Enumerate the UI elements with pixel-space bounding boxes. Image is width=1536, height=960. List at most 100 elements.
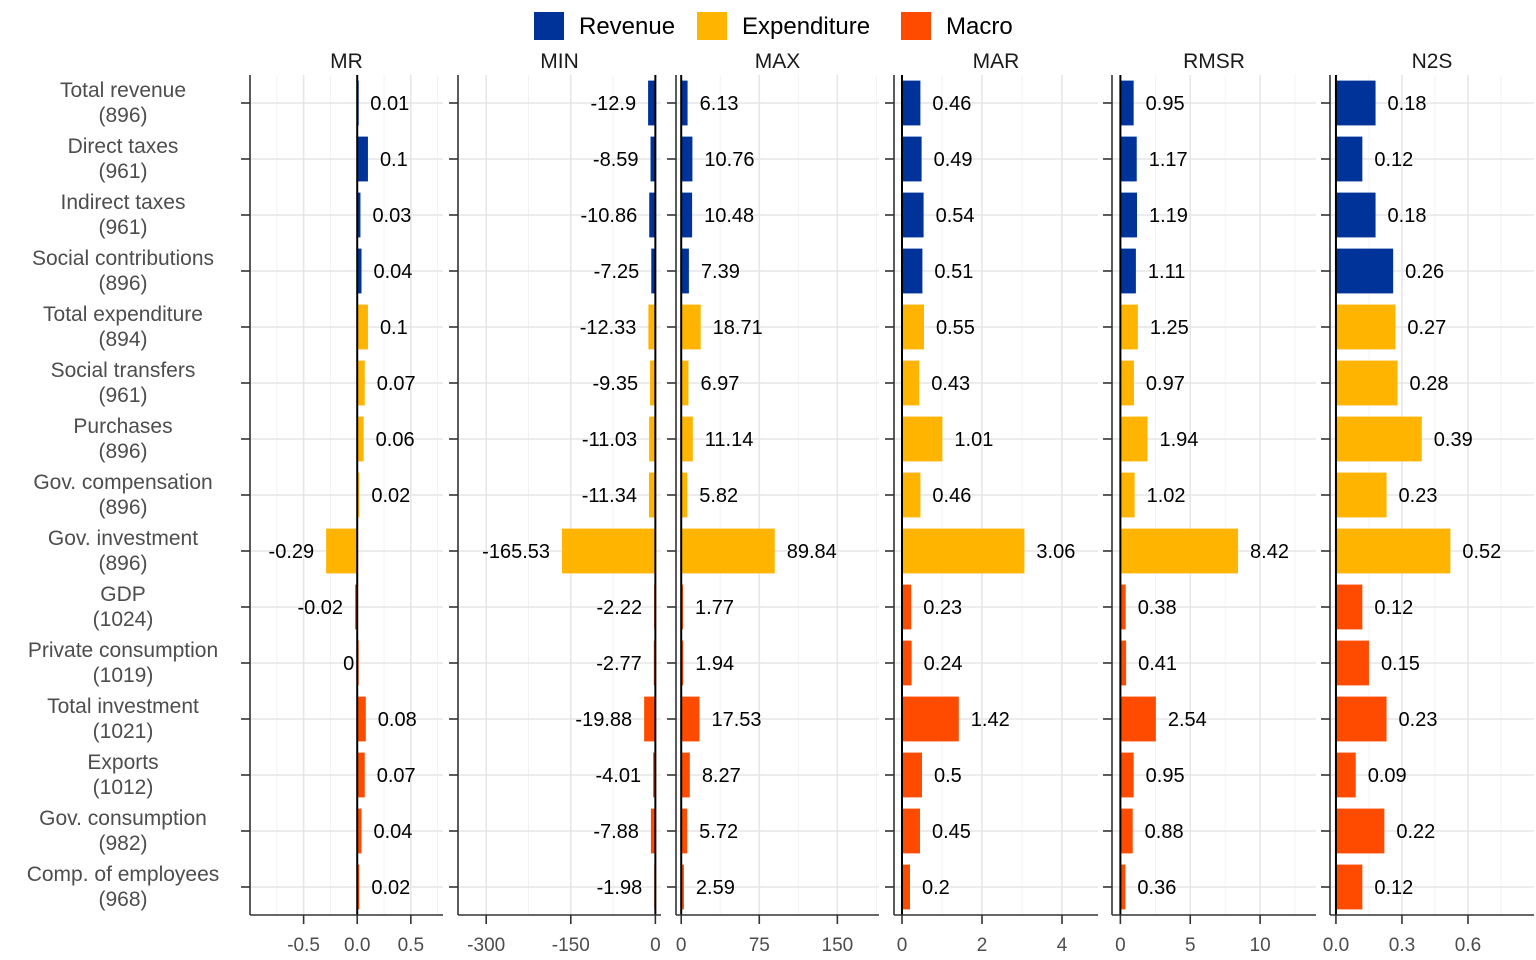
- data-label: 0.5: [934, 765, 962, 787]
- data-label: 0.06: [376, 429, 415, 451]
- bar: [562, 528, 656, 574]
- row-label: Exports: [87, 751, 158, 774]
- bar: [1120, 80, 1134, 126]
- data-label: 10.76: [704, 149, 754, 171]
- data-label: 0.95: [1146, 765, 1185, 787]
- bar: [681, 192, 693, 238]
- data-label: 8.42: [1250, 541, 1289, 563]
- x-tick-label: 10: [1250, 935, 1271, 956]
- data-label: -12.33: [580, 317, 637, 339]
- bar: [650, 360, 656, 406]
- bar: [357, 472, 360, 518]
- x-tick-label: 0: [1115, 935, 1126, 956]
- data-label: 0.07: [377, 373, 416, 395]
- data-label: -2.77: [596, 653, 642, 675]
- data-label: 0.08: [378, 709, 417, 731]
- data-label: 0.95: [1146, 93, 1185, 115]
- legend: Revenue Expenditure Macro: [534, 12, 1013, 40]
- data-label: 0.28: [1410, 373, 1449, 395]
- bar: [902, 584, 912, 630]
- x-tick-label: 0.5: [398, 935, 424, 956]
- data-label: 5.82: [699, 485, 738, 507]
- data-label: 1.17: [1149, 149, 1188, 171]
- bar: [326, 528, 358, 574]
- data-label: 0.18: [1388, 93, 1427, 115]
- data-label: 0.45: [932, 821, 971, 843]
- data-label: 0.03: [372, 205, 411, 227]
- data-label: 1.42: [971, 709, 1010, 731]
- legend-swatch-expenditure: [697, 12, 727, 40]
- row-count: (1024): [93, 608, 154, 631]
- bar: [1120, 752, 1134, 798]
- data-label: 0.52: [1462, 541, 1501, 563]
- bar: [653, 752, 656, 798]
- row-labels: Total revenue(896)Direct taxes(961)Indir…: [27, 79, 220, 911]
- data-label: 0.07: [377, 765, 416, 787]
- data-label: 0.04: [374, 821, 413, 843]
- legend-label-expenditure: Expenditure: [742, 13, 870, 40]
- x-tick-label: 0.0: [344, 935, 370, 956]
- data-label: 1.02: [1147, 485, 1186, 507]
- bar: [357, 808, 362, 854]
- data-label: 0.1: [380, 149, 408, 171]
- legend-label-macro: Macro: [946, 13, 1013, 40]
- data-label: 0.46: [932, 93, 971, 115]
- row-label: Comp. of employees: [27, 863, 220, 886]
- data-label: 0.02: [371, 877, 410, 899]
- x-tick-label: 2: [977, 935, 988, 956]
- data-label: 0.24: [924, 653, 963, 675]
- row-count: (961): [98, 160, 147, 183]
- bar: [681, 248, 689, 294]
- panels: MR0.010.10.030.040.10.070.060.02-0.29-0.…: [241, 50, 1534, 956]
- x-tick-label: 0: [897, 935, 908, 956]
- data-label: 11.14: [705, 429, 754, 451]
- x-tick-label: -0.5: [287, 935, 320, 956]
- bar: [1335, 472, 1387, 518]
- bar: [357, 864, 360, 910]
- panel-mr: MR 0.01 0.1 0.03 0.04 0.1 0.07 0.06 0.02 -0.29 -0.…: [241, 50, 443, 956]
- data-label: 0.54: [936, 205, 975, 227]
- data-label: -7.25: [594, 261, 640, 283]
- data-label: 1.19: [1149, 205, 1188, 227]
- row-count: (894): [98, 328, 147, 351]
- bar: [1335, 640, 1369, 686]
- row-label: GDP: [100, 583, 146, 606]
- panel-mar: MAR0.460.490.540.510.550.431.010.463.060…: [885, 50, 1098, 956]
- data-label: 1.77: [695, 597, 734, 619]
- panel-title: MAX: [755, 50, 801, 73]
- bar: [681, 864, 684, 910]
- bar: [1335, 304, 1396, 350]
- bar: [902, 80, 921, 126]
- row-label: Indirect taxes: [61, 191, 186, 214]
- row-count: (968): [98, 888, 147, 911]
- data-label: -7.88: [593, 821, 639, 843]
- bar: [902, 472, 921, 518]
- data-label: 0.1: [380, 317, 408, 339]
- data-label: 89.84: [787, 541, 837, 563]
- data-label: 0.23: [1399, 485, 1438, 507]
- data-label: -11.34: [582, 485, 637, 507]
- data-label: 1.11: [1148, 261, 1185, 283]
- bar: [648, 472, 656, 518]
- bar: [1120, 248, 1136, 294]
- row-label: Direct taxes: [68, 135, 179, 158]
- row-label: Social contributions: [32, 247, 214, 270]
- bar: [649, 192, 656, 238]
- x-tick-label: 75: [749, 935, 770, 956]
- data-label: 0.09: [1368, 765, 1407, 787]
- data-label: 6.13: [700, 93, 739, 115]
- data-label: 2.54: [1168, 709, 1207, 731]
- data-label: 0.46: [932, 485, 971, 507]
- bar: [681, 640, 684, 686]
- bar: [1335, 136, 1363, 182]
- data-label: 0.12: [1374, 149, 1413, 171]
- bar: [681, 80, 688, 126]
- bar: [1335, 360, 1398, 406]
- bar: [357, 360, 365, 406]
- data-label: -1.98: [597, 877, 643, 899]
- bar: [1120, 864, 1126, 910]
- bar: [650, 808, 656, 854]
- data-label: 0.38: [1138, 597, 1177, 619]
- data-label: -11.03: [582, 429, 637, 451]
- bar: [649, 416, 656, 462]
